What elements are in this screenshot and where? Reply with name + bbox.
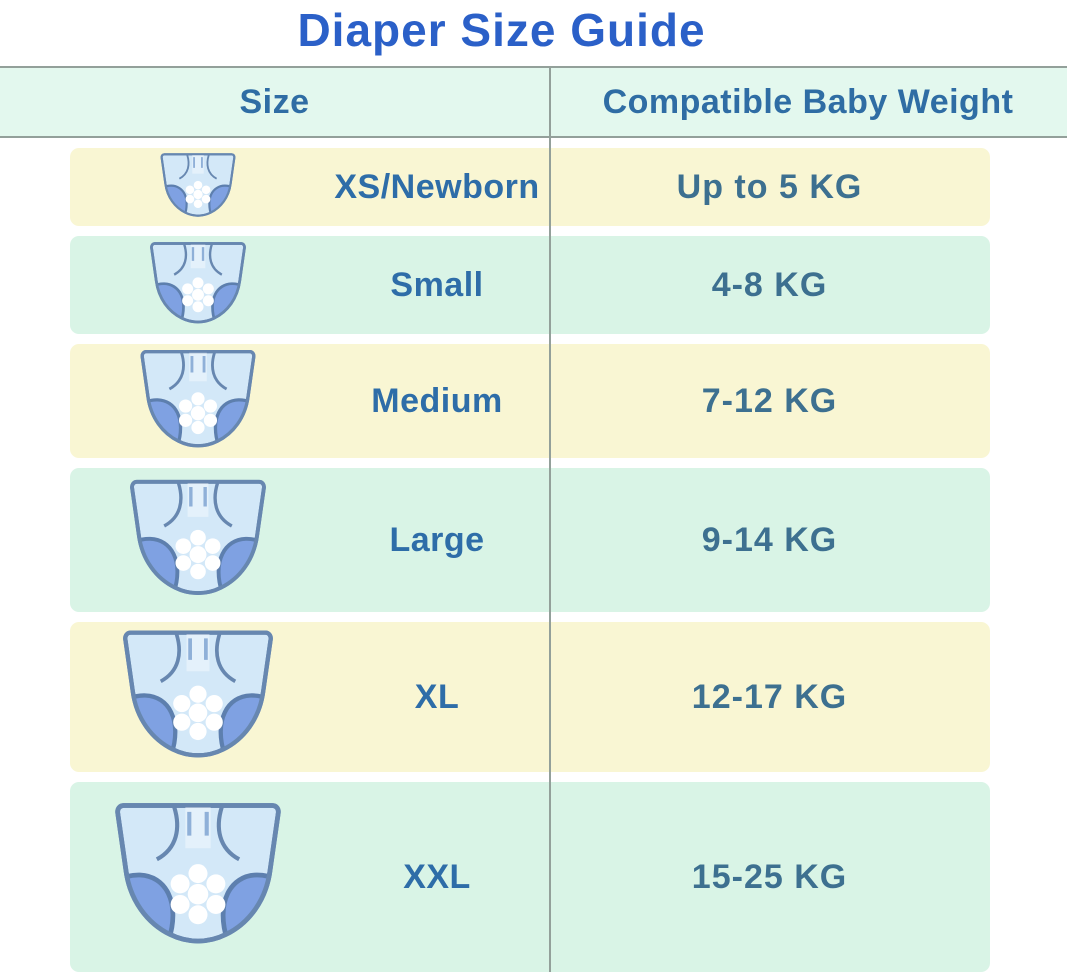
weight-cell: 15-25 KG — [549, 782, 990, 972]
weight-cell: Up to 5 KG — [549, 148, 990, 226]
table-body: XS/Newborn Up to 5 KG Small 4-8 KG — [0, 138, 1067, 972]
diaper-icon — [132, 345, 264, 457]
weight-value: 12-17 KG — [691, 677, 848, 716]
table-row-small: Small 4-8 KG — [70, 236, 990, 334]
size-label: Medium — [371, 381, 503, 420]
weight-value: 4-8 KG — [711, 265, 828, 304]
weight-value: 7-12 KG — [701, 381, 838, 420]
diaper-icon — [103, 796, 293, 958]
size-label: Small — [390, 265, 484, 304]
size-cell: XL — [70, 622, 549, 772]
icon-box — [70, 624, 325, 770]
diaper-icon — [120, 474, 276, 607]
weight-cell: 12-17 KG — [549, 622, 990, 772]
size-cell: XXL — [70, 782, 549, 972]
table-row-xl: XL 12-17 KG — [70, 622, 990, 772]
size-cell: Large — [70, 468, 549, 612]
column-header-size: Size — [239, 82, 310, 121]
table-row-xs: XS/Newborn Up to 5 KG — [70, 148, 990, 226]
diaper-icon — [112, 624, 284, 770]
weight-cell: 4-8 KG — [549, 236, 990, 334]
page-title: Diaper Size Guide — [297, 4, 706, 56]
diaper-icon — [155, 150, 241, 223]
weight-value: 9-14 KG — [701, 520, 838, 559]
weight-value: 15-25 KG — [691, 857, 848, 896]
weight-value: Up to 5 KG — [676, 167, 863, 206]
table-row-large: Large 9-14 KG — [70, 468, 990, 612]
table-row-xxl: XXL 15-25 KG — [70, 782, 990, 972]
icon-box — [70, 796, 325, 958]
column-divider — [549, 66, 551, 972]
size-cell: Medium — [70, 344, 549, 458]
size-label: Large — [389, 520, 485, 559]
size-label: XXL — [403, 857, 471, 896]
weight-cell: 9-14 KG — [549, 468, 990, 612]
column-header-weight: Compatible Baby Weight — [602, 82, 1014, 121]
icon-box — [70, 345, 325, 457]
table-row-medium: Medium 7-12 KG — [70, 344, 990, 458]
size-label: XL — [414, 677, 460, 716]
size-cell: XS/Newborn — [70, 148, 549, 226]
size-cell: Small — [70, 236, 549, 334]
icon-box — [70, 238, 325, 332]
table-header: Size Compatible Baby Weight — [0, 66, 1067, 138]
size-label: XS/Newborn — [334, 167, 540, 206]
icon-box — [70, 150, 325, 223]
icon-box — [70, 474, 325, 607]
weight-cell: 7-12 KG — [549, 344, 990, 458]
diaper-icon — [143, 238, 253, 332]
